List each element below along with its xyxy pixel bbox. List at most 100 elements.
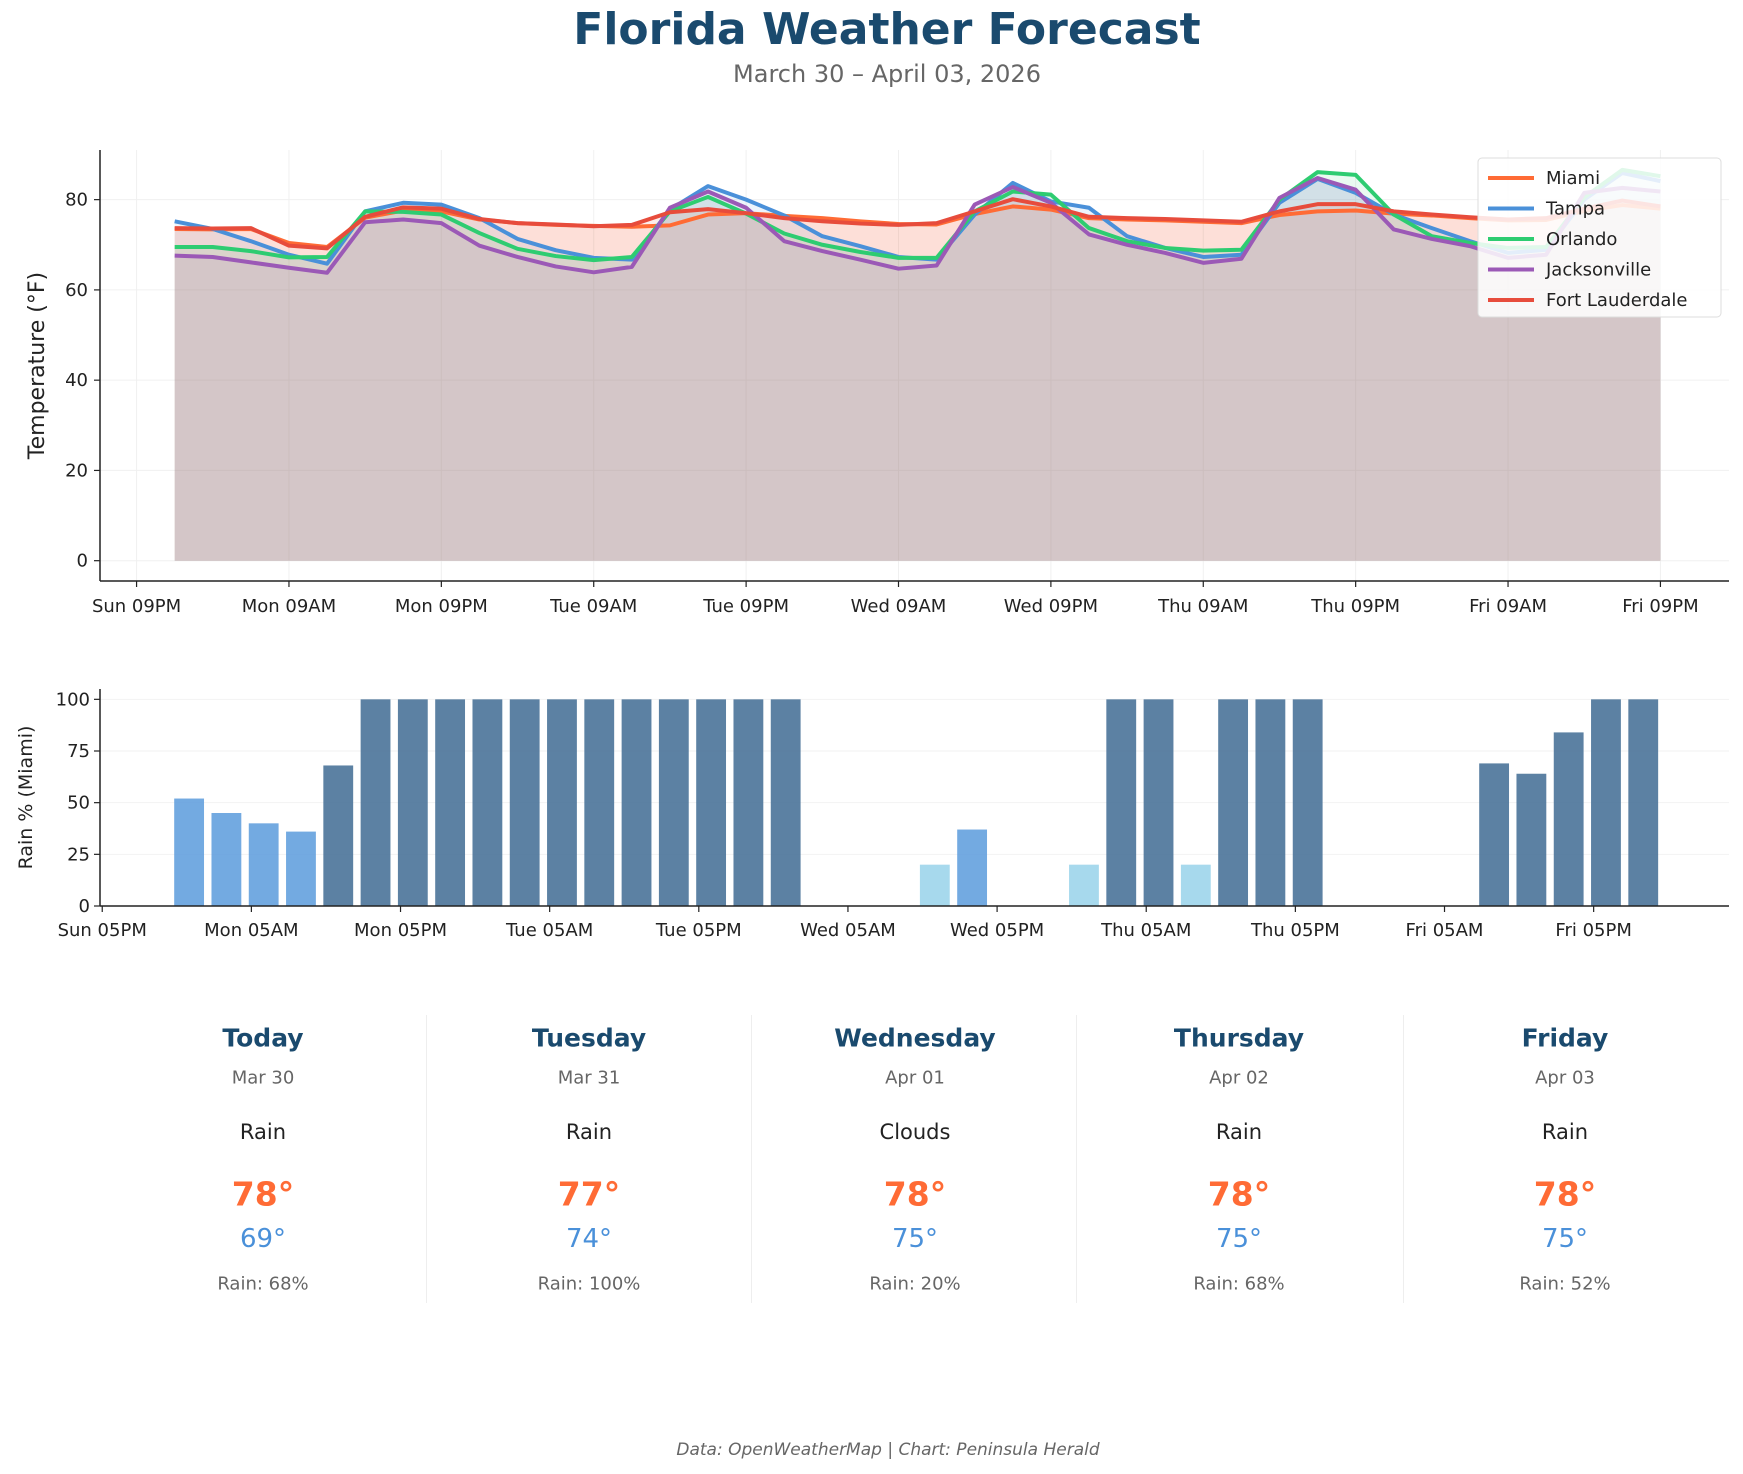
card-divider — [1403, 1015, 1404, 1303]
card-day: Wednesday — [834, 1023, 996, 1053]
area-tampa — [174, 173, 1661, 561]
x-tick-label: Sun 05PM — [58, 920, 147, 941]
rain-bar — [1516, 773, 1547, 906]
page-subtitle: March 30 – April 03, 2026 — [733, 60, 1041, 88]
rain-bar — [1553, 732, 1584, 906]
line-orlando — [174, 167, 1661, 263]
rain-bar — [919, 864, 950, 906]
card-divider — [1076, 1015, 1077, 1303]
card-day: Thursday — [1173, 1023, 1305, 1053]
rain-bar — [435, 699, 466, 906]
card-low: 75° — [1541, 1224, 1589, 1254]
card-condition: Rain — [1541, 1120, 1589, 1144]
card-rain: Rain: 68% — [217, 1273, 309, 1295]
area-miami — [174, 205, 1661, 561]
card-day: Friday — [1521, 1023, 1609, 1053]
y-tick-label: 80 — [65, 190, 88, 211]
rain-bar — [621, 699, 652, 906]
x-tick-label: Tue 05PM — [655, 920, 742, 941]
rain-bar — [1143, 699, 1174, 906]
x-tick-label: Fri 05PM — [1555, 920, 1631, 941]
y-tick-label: 50 — [67, 793, 90, 814]
x-tick-label: Fri 05AM — [1406, 920, 1484, 941]
card-rain: Rain: 68% — [1193, 1273, 1285, 1295]
rain-bar — [174, 798, 205, 906]
card-condition: Rain — [1215, 1120, 1263, 1144]
card-rain: Rain: 52% — [1519, 1273, 1611, 1295]
card-date: Apr 03 — [1535, 1067, 1595, 1089]
y-tick-label: 20 — [65, 460, 88, 481]
x-tick-label: Mon 09PM — [395, 596, 488, 617]
x-tick-label: Thu 05PM — [1250, 920, 1340, 941]
x-tick-label: Fri 09PM — [1622, 596, 1698, 617]
legend-box — [1477, 157, 1722, 318]
card-divider — [751, 1015, 752, 1303]
area-orlando — [174, 169, 1661, 561]
rain-bar — [696, 699, 727, 906]
y-axis-label: Temperature (°F) — [25, 272, 50, 460]
card-low: 75° — [891, 1224, 939, 1254]
rain-bar — [1069, 864, 1099, 906]
legend-label: Orlando — [1546, 229, 1617, 250]
line-jacksonville — [174, 175, 1661, 275]
x-tick-label: Wed 05PM — [950, 920, 1044, 941]
card-high: 78° — [1207, 1174, 1271, 1214]
rain-bar — [1106, 699, 1137, 906]
x-tick-label: Thu 09PM — [1310, 596, 1400, 617]
card-high: 78° — [1533, 1174, 1597, 1214]
rain-bar — [1628, 699, 1659, 906]
legend-label: Jacksonville — [1545, 260, 1651, 281]
rain-bar — [1479, 763, 1510, 906]
card-high: 78° — [231, 1174, 295, 1214]
card-condition: Rain — [239, 1120, 287, 1144]
y-axis-label: Rain % (Miami) — [15, 726, 37, 870]
area-jacksonville — [174, 177, 1661, 561]
rain-bar — [323, 765, 354, 906]
y-tick-label: 0 — [77, 551, 88, 572]
card-day: Tuesday — [531, 1023, 647, 1053]
x-tick-label: Thu 05AM — [1100, 920, 1191, 941]
y-tick-label: 40 — [65, 370, 88, 391]
legend-label: Fort Lauderdale — [1546, 290, 1688, 311]
card-rain: Rain: 100% — [537, 1273, 641, 1295]
area-fort-lauderdale — [174, 199, 1661, 561]
card-high: 78° — [883, 1174, 947, 1214]
y-tick-label: 0 — [79, 896, 90, 917]
y-tick-label: 25 — [67, 844, 90, 865]
card-day: Today — [222, 1023, 304, 1053]
x-tick-label: Wed 05AM — [800, 920, 896, 941]
rain-bar — [584, 699, 615, 906]
legend: Miami Tampa Orlando Jacksonville Fort Lauder… — [1477, 157, 1722, 318]
rain-bar — [1218, 699, 1249, 906]
x-tick-label: Mon 05AM — [204, 920, 298, 941]
footer-credit: Data: OpenWeatherMap | Chart: Peninsula … — [676, 1440, 1100, 1460]
card-condition: Clouds — [879, 1120, 951, 1144]
rain-bar — [547, 699, 577, 906]
rain-bar — [1292, 699, 1323, 906]
legend-label: Miami — [1546, 168, 1600, 189]
card-low: 69° — [239, 1224, 287, 1254]
card-date: Apr 02 — [1209, 1067, 1269, 1089]
card-date: Mar 30 — [231, 1067, 295, 1089]
rain-bar — [509, 699, 540, 906]
x-tick-label: Wed 09AM — [851, 596, 947, 617]
card-condition: Rain — [565, 1120, 613, 1144]
card-low: 74° — [565, 1224, 613, 1254]
card-rain: Rain: 20% — [869, 1273, 961, 1295]
card-high: 77° — [557, 1174, 621, 1214]
rain-bar — [397, 699, 428, 906]
x-tick-label: Fri 09AM — [1469, 596, 1547, 617]
y-tick-label: 100 — [56, 689, 90, 710]
card-divider — [426, 1015, 427, 1303]
rain-chart: 0 25 50 75 100 Sun 05PM Mon 05AM Mon 05PM Tue 05… — [15, 689, 1729, 941]
rain-bar — [733, 699, 764, 906]
rain-bar — [770, 699, 801, 906]
card-low: 75° — [1215, 1224, 1263, 1254]
rain-bar — [658, 699, 689, 906]
rain-bar — [1591, 699, 1621, 906]
y-tick-label: 60 — [65, 280, 88, 301]
card-date: Mar 31 — [557, 1067, 621, 1089]
rain-bar — [1180, 864, 1211, 906]
x-tick-label: Tue 09AM — [549, 596, 637, 617]
